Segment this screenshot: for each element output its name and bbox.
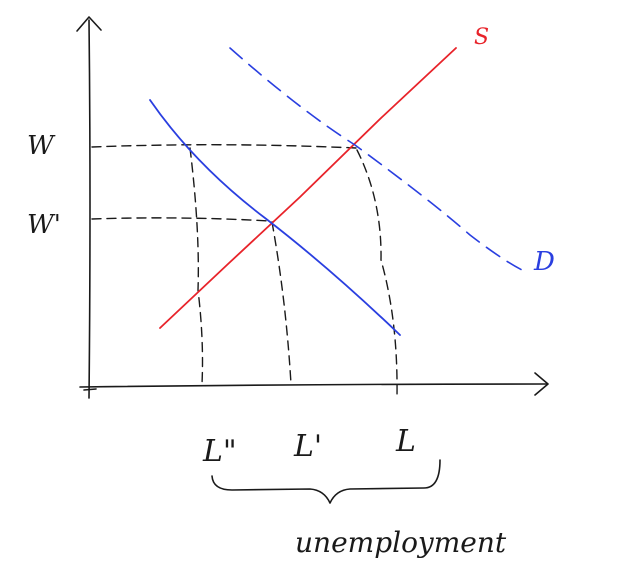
unemployment-brace [211, 459, 441, 504]
l-guide [356, 149, 398, 397]
l-label: L [395, 424, 416, 459]
w-level-guide [91, 144, 357, 149]
w-prime-level-guide [91, 217, 271, 222]
origin-tick [83, 388, 97, 391]
l-prime-label: L' [293, 429, 322, 464]
guide-lines [91, 144, 398, 397]
l-double-prime-guide [189, 147, 204, 385]
x-axis-arrowhead [534, 372, 549, 396]
demand-curve [149, 99, 401, 336]
y-axis [88, 19, 91, 399]
x-axis [79, 383, 547, 388]
demand-label: D [533, 247, 555, 277]
w-prime-label: W' [27, 210, 61, 240]
w-label: W [27, 131, 56, 161]
supply-label: S [474, 25, 489, 50]
y-axis-arrowhead [76, 16, 102, 32]
supply-curve [159, 47, 457, 329]
axes [76, 16, 549, 399]
unemployment-label: unemployment [295, 526, 507, 559]
l-prime-guide [271, 221, 292, 385]
l-double-prime-label: L" [202, 434, 237, 469]
shifted-demand-curve [229, 47, 527, 273]
